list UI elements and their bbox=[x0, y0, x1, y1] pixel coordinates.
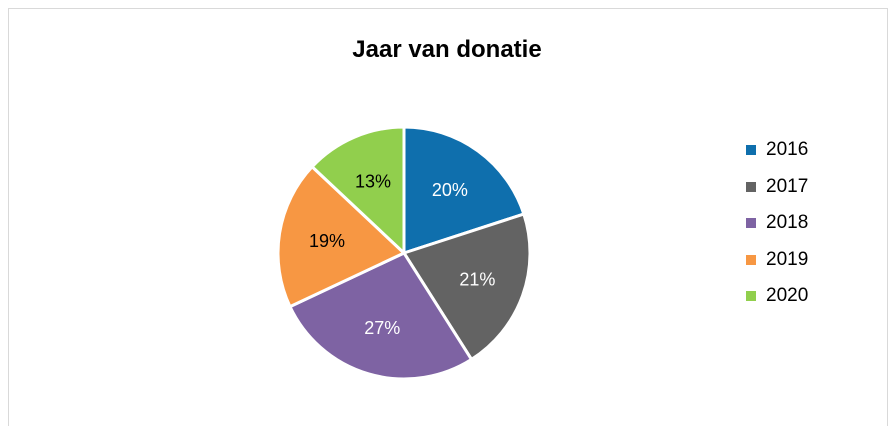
legend: 2016 2017 2018 2019 2020 bbox=[746, 132, 808, 315]
legend-label: 2018 bbox=[766, 212, 809, 234]
legend-swatch bbox=[746, 218, 756, 229]
legend-swatch bbox=[746, 254, 756, 265]
pie-slice-2018 bbox=[287, 251, 474, 381]
data-label-2020: 13% bbox=[355, 171, 391, 191]
legend-label: 2016 bbox=[766, 139, 809, 161]
legend-label: 2020 bbox=[766, 285, 809, 307]
data-label-2018: 27% bbox=[364, 318, 400, 338]
pie-slice-2016 bbox=[402, 125, 526, 256]
data-label-2019: 19% bbox=[309, 231, 345, 251]
pie-slice-2020 bbox=[310, 125, 406, 257]
legend-label: 2019 bbox=[766, 248, 809, 270]
pie-slice-2017 bbox=[401, 212, 532, 362]
pie-slice-2019 bbox=[276, 164, 407, 309]
legend-item-2020: 2020 bbox=[746, 278, 808, 315]
data-label-2016: 20% bbox=[432, 180, 468, 200]
legend-item-2018: 2018 bbox=[746, 205, 808, 242]
chart-area bbox=[8, 8, 888, 426]
legend-swatch bbox=[746, 291, 756, 302]
data-label-2017: 21% bbox=[459, 269, 495, 289]
legend-item-2016: 2016 bbox=[746, 132, 808, 169]
legend-label: 2017 bbox=[766, 175, 809, 197]
legend-swatch bbox=[746, 181, 756, 192]
chart-title: Jaar van donatie bbox=[352, 36, 542, 63]
legend-swatch bbox=[746, 145, 756, 156]
legend-item-2017: 2017 bbox=[746, 169, 808, 206]
legend-item-2019: 2019 bbox=[746, 242, 808, 279]
